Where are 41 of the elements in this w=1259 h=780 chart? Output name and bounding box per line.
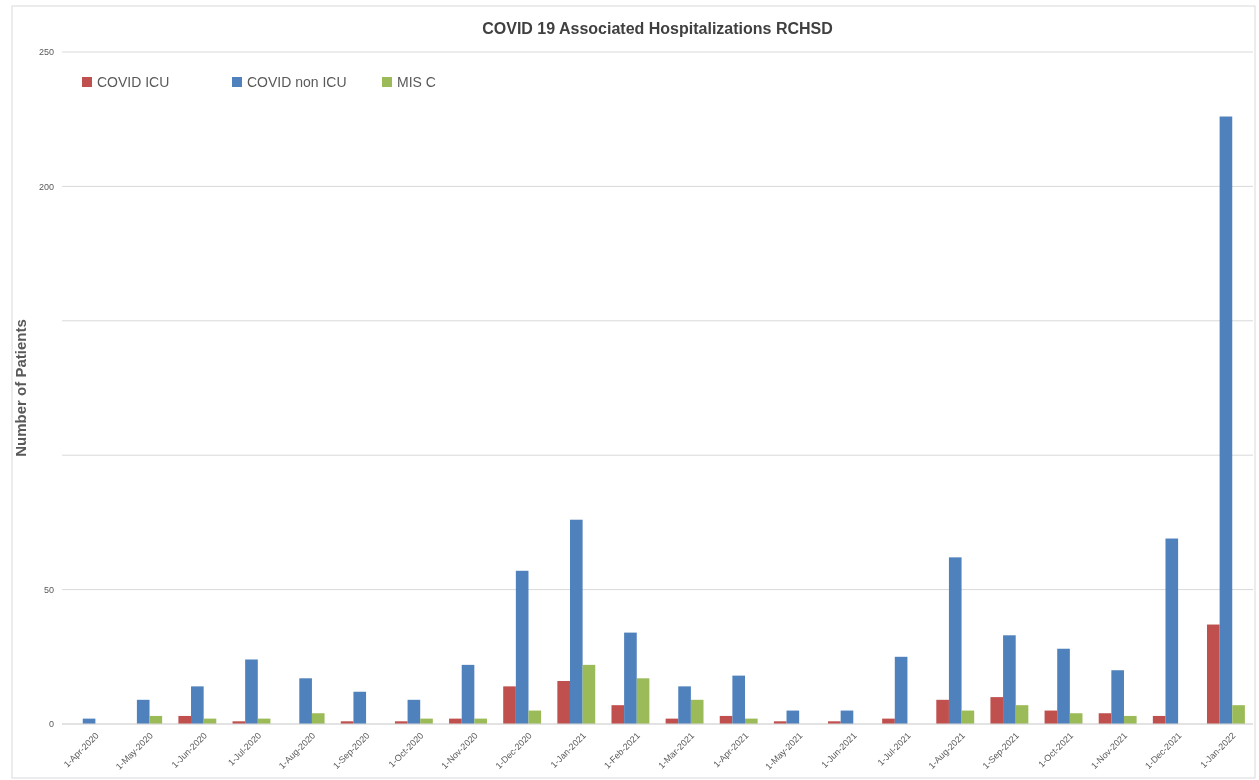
bar xyxy=(1219,116,1233,724)
bar xyxy=(1015,705,1029,724)
bar xyxy=(1206,624,1220,724)
bar xyxy=(528,710,542,724)
bar xyxy=(569,519,583,724)
bar xyxy=(1111,670,1124,724)
bar xyxy=(136,699,150,724)
legend-label: COVID non ICU xyxy=(247,73,347,90)
bar xyxy=(311,713,325,724)
bar xyxy=(894,656,908,724)
bar xyxy=(690,699,704,724)
chart-title: COVID 19 Associated Hospitalizations RCHSD xyxy=(482,20,833,37)
bar xyxy=(948,557,962,724)
bar xyxy=(1057,648,1070,724)
bar xyxy=(1165,538,1179,724)
y-axis-title: Number of Patients xyxy=(12,319,29,457)
bar xyxy=(353,691,367,724)
bar xyxy=(407,699,421,724)
bar xyxy=(636,678,650,724)
bar xyxy=(732,675,746,724)
bar xyxy=(678,686,691,724)
bar xyxy=(245,659,258,724)
y-tick-label: 250 xyxy=(38,47,54,58)
legend-label: MIS C xyxy=(397,73,436,90)
bar xyxy=(1003,635,1016,724)
bar xyxy=(624,632,637,724)
bar xyxy=(299,678,312,724)
bar xyxy=(503,686,516,724)
y-tick-label: 0 xyxy=(48,719,54,730)
bar xyxy=(582,664,596,724)
bar xyxy=(990,697,1004,724)
y-tick-label: 200 xyxy=(38,181,54,192)
bar xyxy=(461,664,475,724)
bar xyxy=(611,705,625,724)
y-tick-label: 50 xyxy=(43,584,54,595)
bar xyxy=(936,699,949,724)
bar xyxy=(557,680,570,724)
legend-label: COVID ICU xyxy=(97,73,170,90)
bar xyxy=(1232,705,1245,724)
bar xyxy=(191,686,204,724)
bar xyxy=(515,570,529,724)
